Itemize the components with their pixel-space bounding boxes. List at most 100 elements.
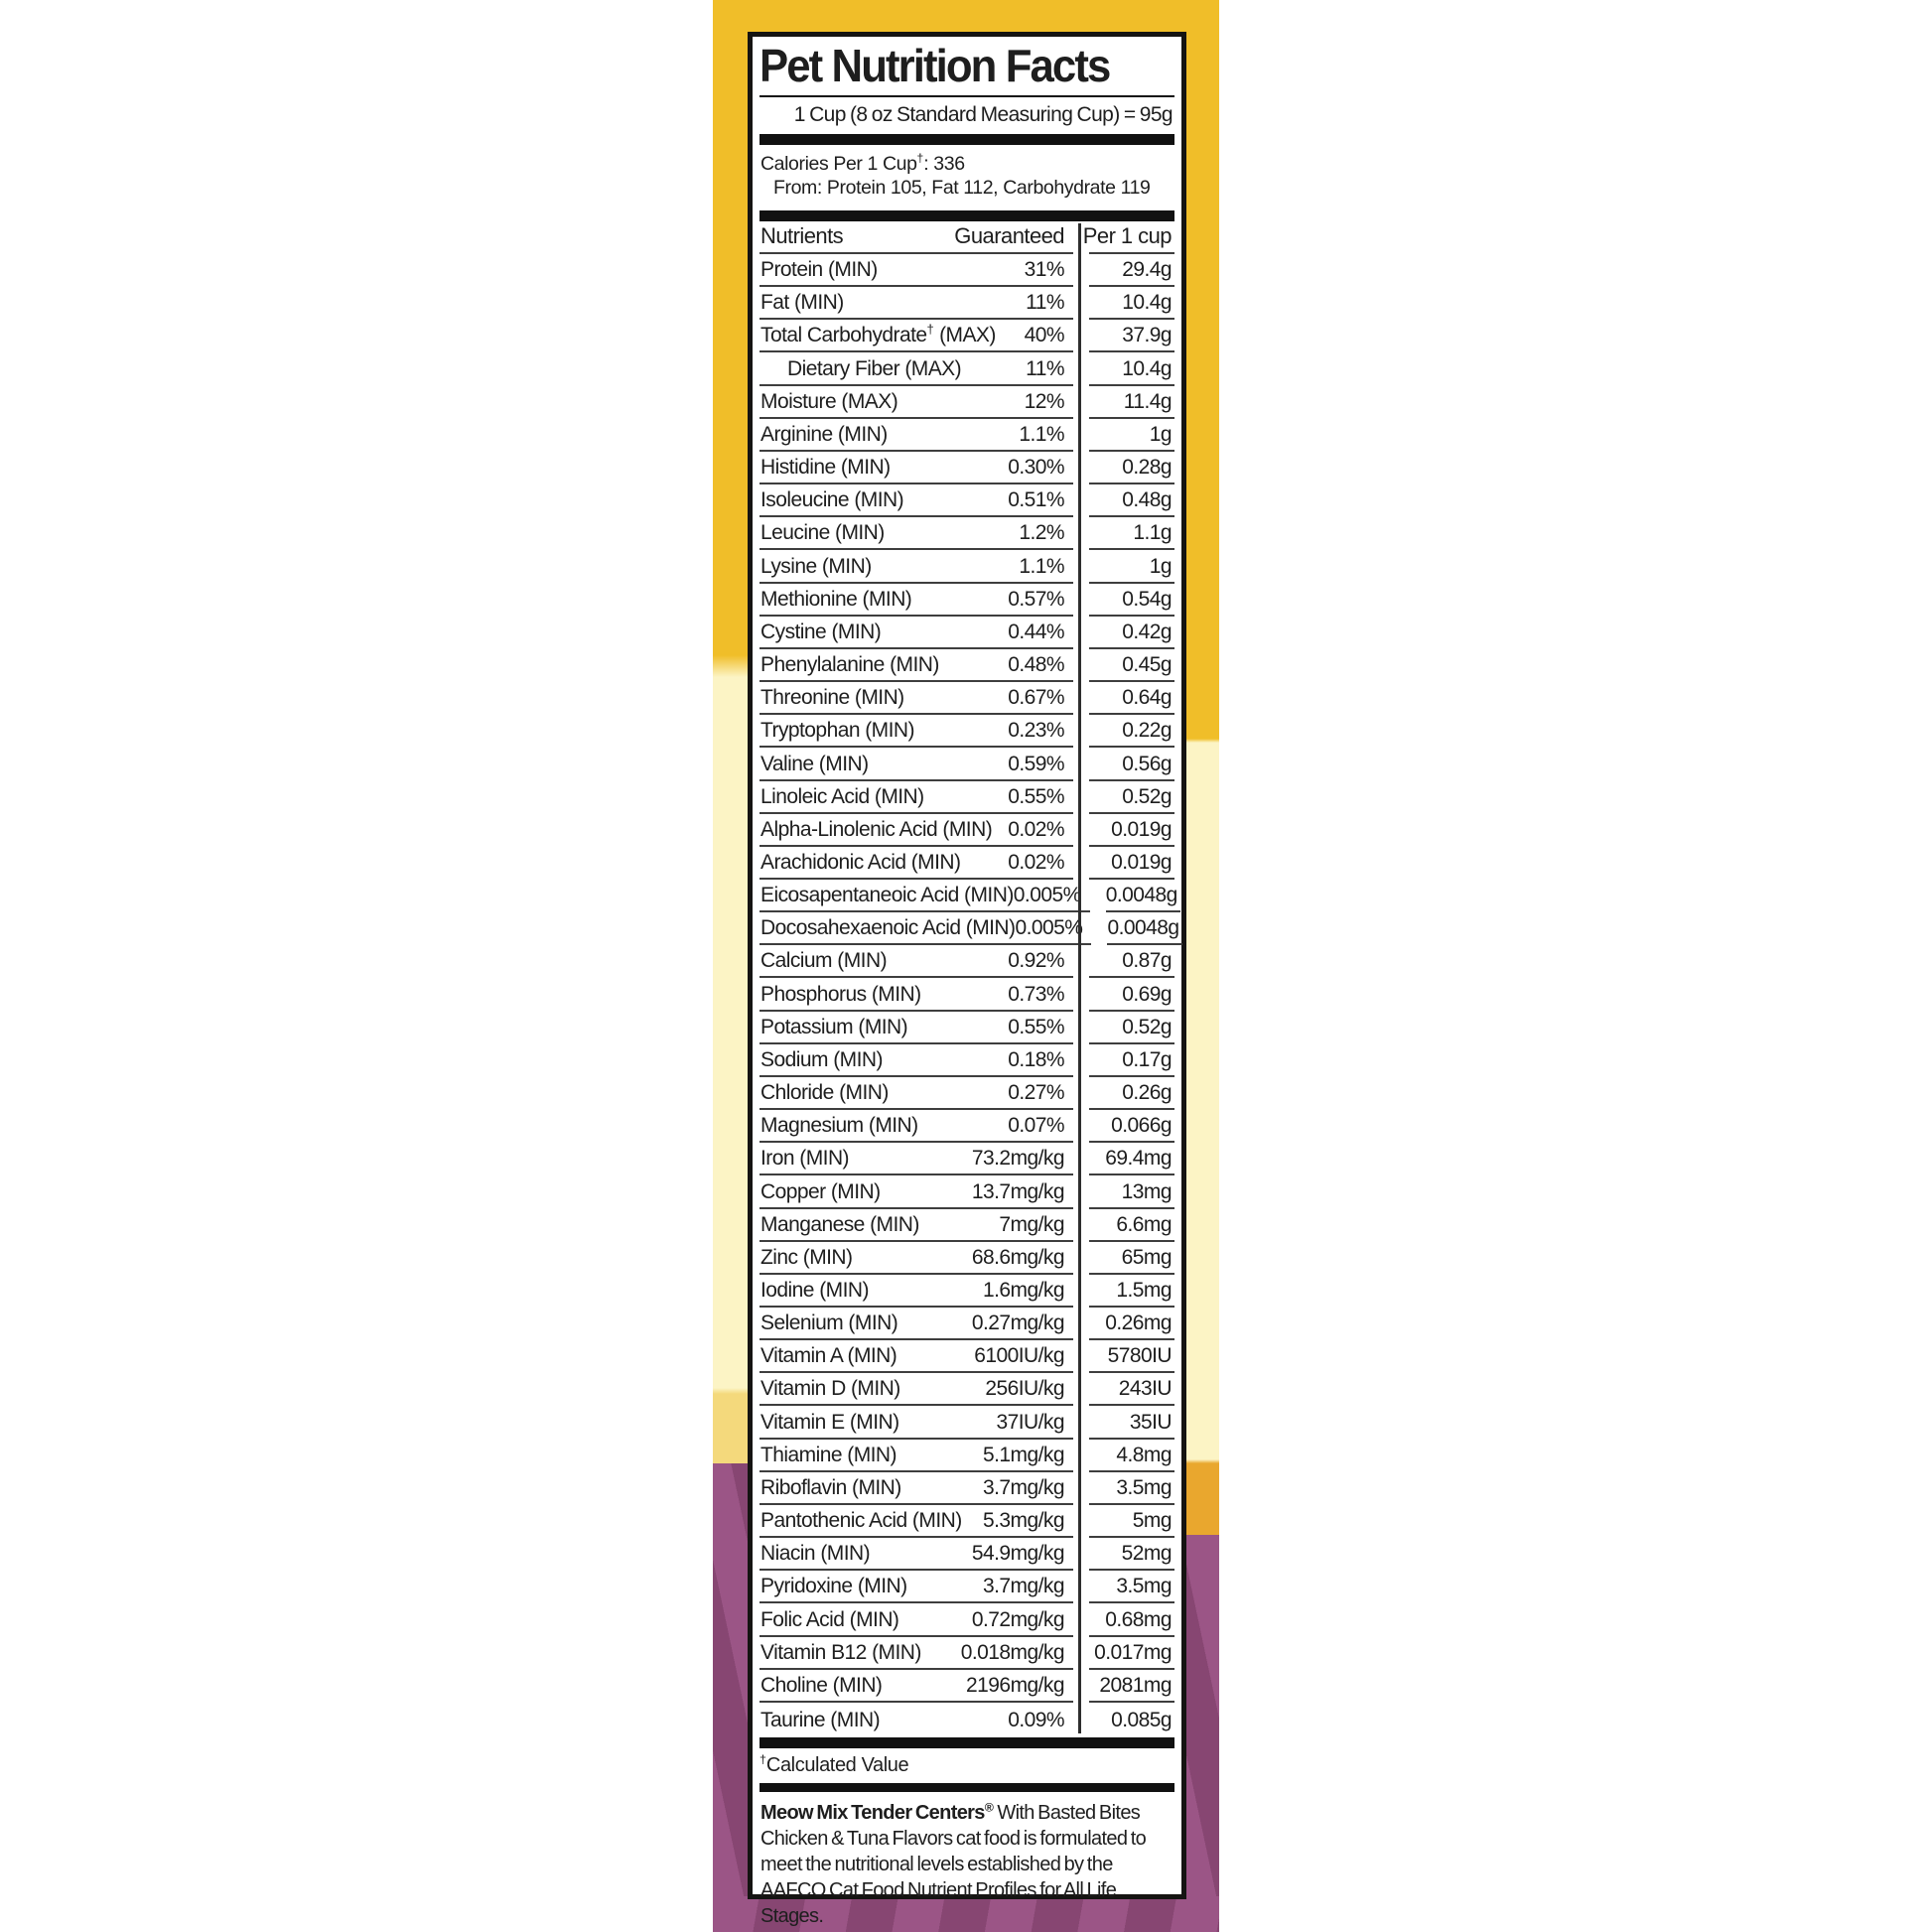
table-row: Choline (MIN) 2196mg/kg 2081mg xyxy=(759,1670,1174,1703)
guaranteed-value: 1.1% xyxy=(1019,422,1064,446)
nutrient-name: Folic Acid (MIN) xyxy=(760,1607,899,1631)
table-row: Fat (MIN) 11% 10.4g xyxy=(759,287,1174,321)
per-cup-value: 0.64g xyxy=(1089,682,1174,716)
nutrient-name: Arginine (MIN) xyxy=(760,422,888,446)
nutrient-name: Alpha-Linolenic Acid (MIN) xyxy=(760,817,993,841)
calculated-value-footnote: †Calculated Value xyxy=(759,1752,909,1777)
guaranteed-value: 40% xyxy=(1024,324,1065,347)
nutrient-cell: Tryptophan (MIN) 0.23% xyxy=(759,715,1073,749)
nutrient-cell: Vitamin D (MIN) 256IU/kg xyxy=(759,1373,1073,1407)
nutrient-name: Arachidonic Acid (MIN) xyxy=(760,850,961,874)
guaranteed-value: 0.005% xyxy=(1015,916,1083,940)
table-row: Valine (MIN) 0.59% 0.56g xyxy=(759,748,1174,781)
nutrient-cell: Linoleic Acid (MIN) 0.55% xyxy=(759,781,1073,814)
guaranteed-value: 1.1% xyxy=(1019,554,1064,578)
calories-block: Calories Per 1 Cup†: 336 From: Protein 1… xyxy=(759,145,1174,210)
nutrient-name: Vitamin B12 (MIN) xyxy=(760,1640,921,1664)
per-cup-value: 65mg xyxy=(1089,1242,1174,1275)
per-cup-value: 0.42g xyxy=(1089,617,1174,649)
nutrient-cell: Zinc (MIN) 68.6mg/kg xyxy=(759,1242,1073,1275)
table-row: Arginine (MIN) 1.1% 1g xyxy=(759,419,1174,452)
table-header-row: Nutrients Guaranteed Per 1 cup xyxy=(759,221,1174,254)
brand-name: Meow Mix Tender Centers® xyxy=(760,1800,994,1825)
per-cup-value: 5780IU xyxy=(1089,1340,1174,1374)
per-cup-value: 1g xyxy=(1089,419,1174,452)
nutrient-name: Histidine (MIN) xyxy=(760,456,891,480)
divider-bar xyxy=(759,1737,1174,1749)
per-cup-value: 6.6mg xyxy=(1089,1209,1174,1242)
nutrients-table: Nutrients Guaranteed Per 1 cup Protein (… xyxy=(759,221,1182,1735)
nutrient-name: Eicosapentaneoic Acid (MIN) xyxy=(760,884,1014,907)
table-row: Lysine (MIN) 1.1% 1g xyxy=(759,550,1174,584)
nutrient-cell: Calcium (MIN) 0.92% xyxy=(759,945,1073,979)
nutrient-name: Pyridoxine (MIN) xyxy=(760,1575,907,1598)
guaranteed-value: 68.6mg/kg xyxy=(971,1245,1065,1269)
per-cup-value: 4.8mg xyxy=(1089,1440,1174,1472)
table-row: Manganese (MIN) 7mg/kg 6.6mg xyxy=(759,1209,1174,1242)
table-row: Moisture (MAX) 12% 11.4g xyxy=(759,386,1174,419)
table-row: Alpha-Linolenic Acid (MIN) 0.02% 0.019g xyxy=(759,814,1174,847)
table-row: Niacin (MIN) 54.9mg/kg 52mg xyxy=(759,1538,1174,1572)
guaranteed-value: 0.30% xyxy=(1008,456,1064,480)
nutrient-cell: Iodine (MIN) 1.6mg/kg xyxy=(759,1275,1073,1308)
nutrient-name: Isoleucine (MIN) xyxy=(760,488,904,512)
table-row: Total Carbohydrate† (MAX) 40% 37.9g xyxy=(759,320,1174,353)
table-row: Linoleic Acid (MIN) 0.55% 0.52g xyxy=(759,781,1174,814)
header-nutrients: Nutrients xyxy=(760,223,844,248)
nutrient-name: Chloride (MIN) xyxy=(760,1081,889,1105)
guaranteed-value: 0.23% xyxy=(1008,719,1064,743)
per-cup-value: 0.26mg xyxy=(1089,1308,1174,1341)
table-row: Thiamine (MIN) 5.1mg/kg 4.8mg xyxy=(759,1440,1174,1472)
guaranteed-value: 0.018mg/kg xyxy=(960,1640,1065,1664)
calories-per-cup: Calories Per 1 Cup†: 336 xyxy=(760,151,965,175)
table-row: Pyridoxine (MIN) 3.7mg/kg 3.5mg xyxy=(759,1571,1174,1604)
per-cup-value: 0.066g xyxy=(1089,1110,1174,1144)
nutrient-cell: Phenylalanine (MIN) 0.48% xyxy=(759,649,1073,683)
nutrient-cell: Fat (MIN) 11% xyxy=(759,287,1073,321)
table-row: Potassium (MIN) 0.55% 0.52g xyxy=(759,1012,1174,1044)
per-cup-value: 35IU xyxy=(1089,1406,1174,1440)
nutrient-name: Cystine (MIN) xyxy=(760,620,882,643)
guaranteed-value: 6100IU/kg xyxy=(974,1344,1064,1368)
table-row: Magnesium (MIN) 0.07% 0.066g xyxy=(759,1110,1174,1144)
nutrient-cell: Cystine (MIN) 0.44% xyxy=(759,617,1073,649)
per-cup-value: 0.69g xyxy=(1089,978,1174,1012)
package-art-right-strip xyxy=(1185,0,1219,1932)
guaranteed-value: 54.9mg/kg xyxy=(971,1542,1065,1566)
nutrient-cell: Manganese (MIN) 7mg/kg xyxy=(759,1209,1073,1242)
per-cup-value: 0.52g xyxy=(1089,1012,1174,1044)
per-cup-value: 0.085g xyxy=(1111,1709,1172,1732)
table-row: Riboflavin (MIN) 3.7mg/kg 3.5mg xyxy=(759,1472,1174,1505)
nutrient-cell: Pyridoxine (MIN) 3.7mg/kg xyxy=(759,1571,1073,1604)
table-row: Phosphorus (MIN) 0.73% 0.69g xyxy=(759,978,1174,1012)
table-row: Histidine (MIN) 0.30% 0.28g xyxy=(759,452,1174,485)
table-row: Taurine (MIN) 0.09% 0.085g xyxy=(759,1703,1174,1735)
per-cup-value: 37.9g xyxy=(1089,320,1174,353)
table-row: Calcium (MIN) 0.92% 0.87g xyxy=(759,945,1174,979)
nutrient-cell: Choline (MIN) 2196mg/kg xyxy=(759,1670,1073,1703)
nutrient-name: Fat (MIN) xyxy=(760,291,844,315)
nutrient-name: Thiamine (MIN) xyxy=(760,1443,897,1466)
nutrient-cell: Protein (MIN) 31% xyxy=(759,254,1073,288)
per-cup-value: 0.0048g xyxy=(1105,880,1180,913)
nutrient-name: Zinc (MIN) xyxy=(760,1245,853,1269)
nutrient-name: Tryptophan (MIN) xyxy=(760,719,915,743)
per-cup-value: 1.5mg xyxy=(1089,1275,1174,1308)
guaranteed-value: 256IU/kg xyxy=(985,1377,1064,1401)
per-cup-value: 1g xyxy=(1089,550,1174,584)
guaranteed-value: 37IU/kg xyxy=(996,1410,1064,1434)
per-cup-value: 0.019g xyxy=(1089,814,1174,847)
nutrient-name: Phosphorus (MIN) xyxy=(760,982,921,1006)
per-cup-value: 243IU xyxy=(1089,1373,1174,1407)
per-cup-value: 0.017mg xyxy=(1089,1637,1174,1670)
nutrient-name: Lysine (MIN) xyxy=(760,554,872,578)
nutrient-cell: Vitamin B12 (MIN) 0.018mg/kg xyxy=(759,1637,1073,1670)
column-divider-line xyxy=(1078,223,1081,1734)
header-guaranteed: Guaranteed xyxy=(954,223,1064,248)
nutrient-name: Choline (MIN) xyxy=(760,1673,883,1697)
per-cup-value: 0.22g xyxy=(1089,715,1174,749)
table-row: Vitamin B12 (MIN) 0.018mg/kg 0.017mg xyxy=(759,1637,1174,1670)
table-row: Iodine (MIN) 1.6mg/kg 1.5mg xyxy=(759,1275,1174,1308)
nutrient-cell: Thiamine (MIN) 5.1mg/kg xyxy=(759,1440,1073,1472)
per-cup-value: 0.87g xyxy=(1089,945,1174,979)
